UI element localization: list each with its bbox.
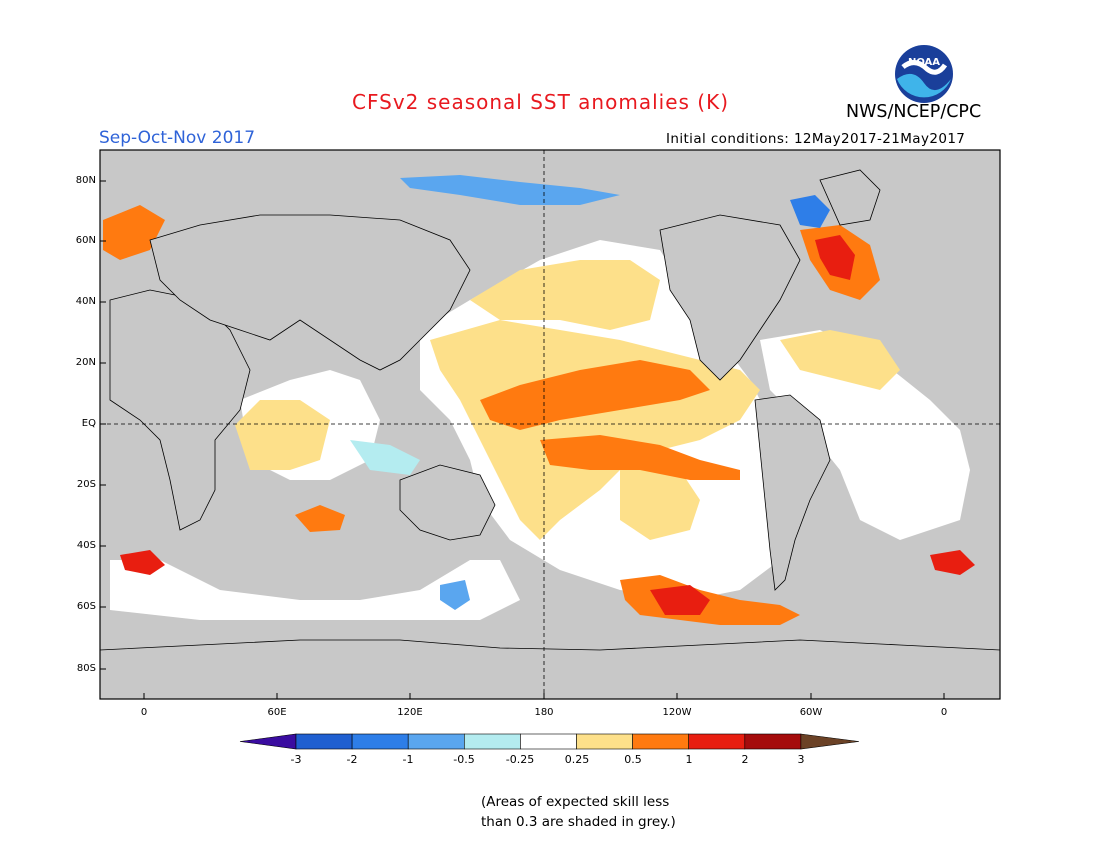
legend-label: 0.25 [564,753,590,766]
red-anomaly-northatlantic [815,235,855,280]
lat-label: 20S [76,479,96,490]
legend-swatch [688,733,746,750]
legend-label: -2 [346,753,358,766]
legend-swatch [576,733,633,750]
orange-anomaly-northwest [103,205,165,260]
lon-label: 180 [534,707,554,718]
warm-anomaly-atlantic [780,330,900,390]
warm-anomaly-southpacific [620,470,700,540]
lon-label: 0 [940,707,948,718]
warm-anomaly-indian [235,400,330,470]
legend-swatch [463,733,521,750]
lon-label: 120W [662,707,692,718]
continent-outlines [100,169,1000,699]
cold-anomaly-greenland [790,195,830,228]
lat-label: 80N [75,175,96,186]
lon-label: 60W [799,707,823,718]
orange-anomaly-pacific [480,360,710,430]
cold-anomaly-light [350,440,420,475]
neutral-anomaly-atlantic [760,330,970,540]
skill-note-line1: (Areas of expected skill less [481,794,670,810]
neutral-anomaly-southern [110,560,520,620]
legend-label: -0.5 [453,753,475,766]
tick-marks [100,180,945,699]
legend-swatch [800,733,859,750]
noaa-logo-icon: NOAA [895,45,953,103]
red-anomaly-southpacific [650,585,710,615]
legend-label: -3 [290,753,302,766]
lat-label: 80S [76,663,96,674]
lat-label: 40N [75,296,96,307]
orange-anomaly-equator [540,435,740,480]
legend-swatch [520,733,577,750]
legend-swatch [407,733,465,750]
season-label: Sep-Oct-Nov 2017 [99,128,256,148]
lat-label: 20N [75,357,96,368]
orange-anomaly-indian-south [295,505,345,532]
warm-anomaly-northpacific [470,260,660,330]
legend-label: -0.25 [505,753,535,766]
lat-label: 60S [76,601,96,612]
svg-text:NOAA: NOAA [908,57,940,68]
legend-label: 0.5 [624,753,642,766]
cold-anomaly-southern [440,580,470,610]
map-title: CFSv2 seasonal SST anomalies (K) [352,90,729,114]
legend-swatch [632,733,689,750]
legend-label: 1 [685,753,693,766]
legend-label: 2 [741,753,749,766]
red-anomaly-southatlantic [930,550,975,575]
lat-label: 60N [75,235,96,246]
lat-label: 40S [76,540,96,551]
legend-label: -1 [402,753,414,766]
lon-label: 0 [140,707,148,718]
legend-swatch [351,733,409,750]
red-anomaly-southwest [120,550,165,575]
legend-label: 3 [797,753,805,766]
legend-swatch [295,733,353,750]
lon-label: 120E [397,707,423,718]
cold-anomaly-arctic [400,175,620,205]
lat-label: EQ [81,418,96,429]
initial-conditions: Initial conditions: 12May2017-21May2017 [666,131,966,147]
lon-label: 60E [267,707,287,718]
legend-swatch [239,733,297,750]
legend-swatch [744,733,802,750]
skill-note-line2: than 0.3 are shaded in grey.) [481,814,676,830]
agency-label: NWS/NCEP/CPC [846,102,982,122]
